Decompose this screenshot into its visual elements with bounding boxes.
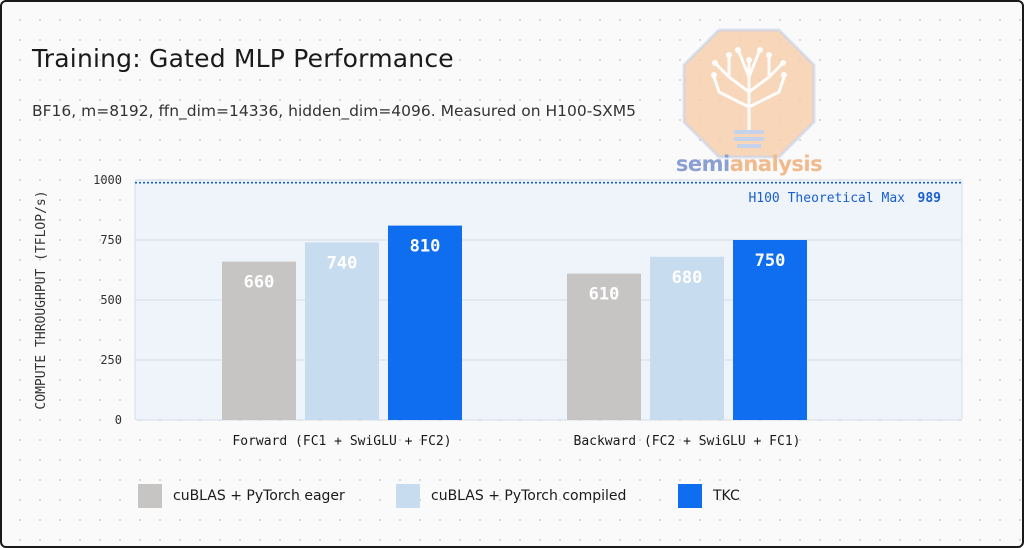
- bar: [733, 240, 807, 420]
- bar-value-label: 660: [244, 273, 275, 293]
- y-tick-label: 250: [100, 353, 122, 367]
- bar-value-label: 740: [327, 253, 358, 273]
- y-axis-label: COMPUTE THROUGHPUT (TFLOP/s): [34, 190, 49, 409]
- legend-swatch-compiled: [396, 484, 420, 508]
- legend-label-compiled: cuBLAS + PyTorch compiled: [431, 488, 627, 504]
- legend-label-eager: cuBLAS + PyTorch eager: [173, 488, 345, 504]
- bar-value-label: 750: [755, 251, 786, 271]
- bar: [567, 273, 641, 420]
- chart-title: Training: Gated MLP Performance: [32, 44, 454, 73]
- bar: [222, 261, 296, 420]
- bar-value-label: 810: [410, 237, 441, 257]
- reference-line-value: 989: [918, 191, 941, 206]
- bar: [305, 242, 379, 420]
- y-tick-label: 500: [100, 293, 122, 307]
- bar-value-label: 680: [672, 268, 703, 288]
- bar: [388, 225, 462, 420]
- x-category-label: Forward (FC1 + SwiGLU + FC2): [232, 434, 451, 449]
- x-category-label: Backward (FC2 + SwiGLU + FC1): [574, 434, 801, 449]
- y-tick-label: 1000: [93, 173, 122, 187]
- logo-text-a: semi: [675, 152, 730, 176]
- legend-swatch-tkc: [678, 484, 702, 508]
- bar-value-label: 610: [589, 285, 620, 305]
- legend-swatch-eager: [138, 484, 162, 508]
- reference-line-label: H100 Theoretical Max: [748, 191, 905, 206]
- logo-text-b: analysis: [729, 152, 823, 176]
- semianalysis-logo-icon: [682, 28, 816, 159]
- chart-subtitle: BF16, m=8192, ffn_dim=14336, hidden_dim=…: [32, 102, 637, 120]
- y-tick-label: 0: [115, 413, 122, 427]
- logo-text: semianalysis: [674, 152, 824, 176]
- bar: [650, 256, 724, 420]
- legend-label-tkc: TKC: [713, 488, 740, 504]
- y-tick-label: 750: [100, 233, 122, 247]
